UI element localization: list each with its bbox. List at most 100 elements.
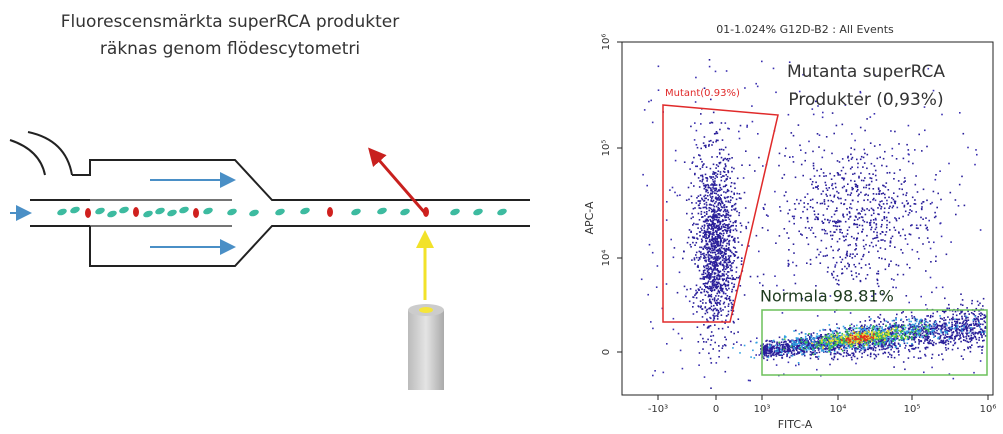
event-dot xyxy=(954,321,956,323)
event-dot xyxy=(746,126,748,128)
event-dot xyxy=(871,339,873,341)
event-dot xyxy=(811,337,813,339)
event-dot xyxy=(805,333,807,335)
event-dot xyxy=(895,338,897,340)
event-dot xyxy=(723,168,725,170)
event-dot xyxy=(854,328,856,330)
event-dot xyxy=(836,221,838,223)
event-dot xyxy=(806,342,808,344)
event-dot xyxy=(716,310,718,312)
event-dot xyxy=(907,243,909,245)
event-dot xyxy=(720,194,722,196)
event-dot xyxy=(934,325,936,327)
event-dot xyxy=(862,207,864,209)
event-dot xyxy=(724,238,726,240)
event-dot xyxy=(709,59,711,61)
cell xyxy=(472,207,483,216)
event-dot xyxy=(720,250,722,252)
event-dot xyxy=(861,216,863,218)
event-dot xyxy=(863,200,865,202)
event-dot xyxy=(895,328,897,330)
event-dot xyxy=(888,264,890,266)
event-dot xyxy=(701,308,703,310)
event-dot xyxy=(652,252,654,254)
event-dot xyxy=(698,341,700,343)
event-dot xyxy=(705,187,707,189)
event-dot xyxy=(709,176,711,178)
event-dot xyxy=(914,338,916,340)
event-dot xyxy=(879,193,881,195)
event-dot xyxy=(714,342,716,344)
event-dot xyxy=(709,66,711,68)
event-dot xyxy=(693,223,695,225)
event-dot xyxy=(876,179,878,181)
event-dot xyxy=(959,329,961,331)
event-dot xyxy=(717,174,719,176)
event-dot xyxy=(749,380,751,382)
event-dot xyxy=(729,231,731,233)
event-dot xyxy=(792,350,794,352)
event-dot xyxy=(917,319,919,321)
event-dot xyxy=(877,316,879,318)
event-dot xyxy=(916,327,918,329)
event-dot xyxy=(714,297,716,299)
event-dot xyxy=(723,248,725,250)
event-dot xyxy=(812,338,814,340)
event-dot xyxy=(853,355,855,357)
event-dot xyxy=(904,235,906,237)
event-dot xyxy=(716,304,718,306)
event-dot xyxy=(917,251,919,253)
event-dot xyxy=(850,180,852,182)
event-dot xyxy=(716,288,718,290)
event-dot xyxy=(732,300,734,302)
event-dot xyxy=(714,276,716,278)
event-dot xyxy=(840,354,842,356)
event-dot xyxy=(829,220,831,222)
event-dot xyxy=(881,224,883,226)
event-dot xyxy=(864,221,866,223)
event-dot xyxy=(950,192,952,194)
event-dot xyxy=(711,287,713,289)
event-dot xyxy=(933,342,935,344)
event-dot xyxy=(736,267,738,269)
event-dot xyxy=(919,331,921,333)
event-dot xyxy=(896,158,898,160)
event-dot xyxy=(716,247,718,249)
event-dot xyxy=(863,246,865,248)
event-dot xyxy=(864,162,866,164)
event-dot xyxy=(866,326,868,328)
event-dot xyxy=(722,259,724,261)
event-dot xyxy=(800,149,802,151)
event-dot xyxy=(720,257,722,259)
event-dot xyxy=(815,182,817,184)
event-dot xyxy=(877,283,879,285)
event-dot xyxy=(893,205,895,207)
event-dot xyxy=(830,235,832,237)
event-dot xyxy=(935,332,937,334)
event-dot xyxy=(971,335,973,337)
event-dot xyxy=(858,328,860,330)
event-dot xyxy=(711,242,713,244)
event-dot xyxy=(719,245,721,247)
event-dot xyxy=(881,346,883,348)
event-dot xyxy=(823,172,825,174)
event-dot xyxy=(881,344,883,346)
event-dot xyxy=(819,347,821,349)
event-dot xyxy=(723,268,725,270)
event-dot xyxy=(804,346,806,348)
event-dot xyxy=(698,177,700,179)
event-dot xyxy=(839,332,841,334)
event-dot xyxy=(909,323,911,325)
event-dot xyxy=(789,341,791,343)
event-dot xyxy=(721,122,723,124)
event-dot xyxy=(818,349,820,351)
event-dot xyxy=(857,219,859,221)
event-dot xyxy=(904,177,906,179)
event-dot xyxy=(733,278,735,280)
event-dot xyxy=(877,332,879,334)
event-dot xyxy=(707,229,709,231)
event-dot xyxy=(715,201,717,203)
event-dot xyxy=(838,280,840,282)
event-dot xyxy=(726,245,728,247)
event-dot xyxy=(966,325,968,327)
